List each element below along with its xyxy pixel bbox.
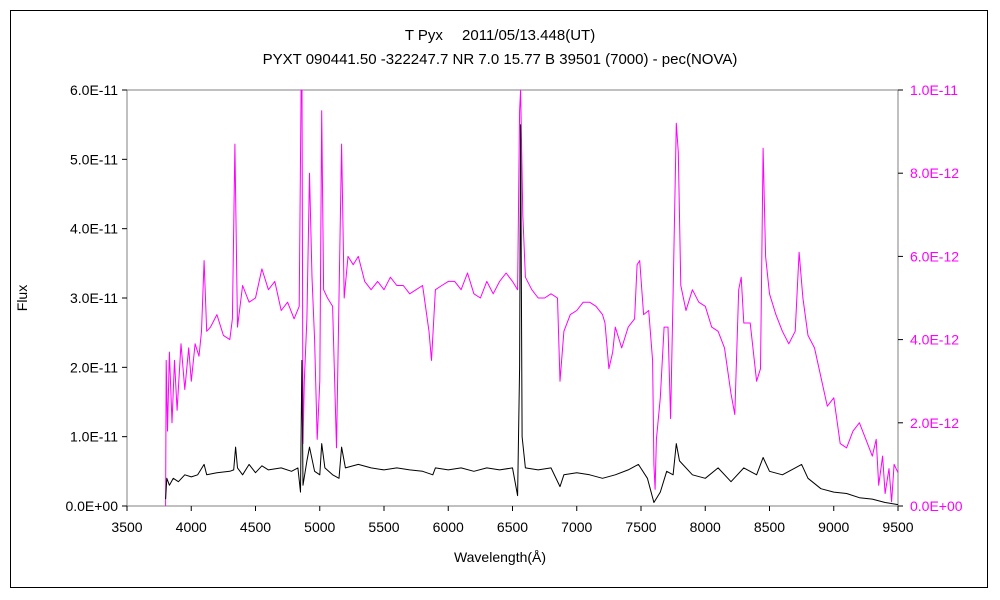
x-tick-label: 6000 bbox=[433, 519, 464, 535]
x-tick-label: 7500 bbox=[625, 519, 656, 535]
x-tick-label: 4000 bbox=[176, 519, 207, 535]
x-tick-label: 9000 bbox=[818, 519, 849, 535]
y-tick-label: 0.0E+00 bbox=[65, 498, 118, 514]
x-tick-label: 7000 bbox=[561, 519, 592, 535]
y2-tick-label: 0.0E+00 bbox=[910, 498, 963, 514]
x-tick-label: 9500 bbox=[882, 519, 913, 535]
y-tick-label: 1.0E-11 bbox=[70, 429, 118, 445]
x-tick-label: 5000 bbox=[304, 519, 335, 535]
y-tick-label: 6.0E-11 bbox=[70, 82, 118, 98]
y-tick-label: 3.0E-11 bbox=[70, 290, 118, 306]
y2-tick-label: 8.0E-12 bbox=[910, 165, 959, 181]
x-tick-label: 8000 bbox=[690, 519, 721, 535]
x-tick-label: 5500 bbox=[368, 519, 399, 535]
x-axis-label: Wavelength(Å) bbox=[453, 549, 547, 565]
y2-tick-label: 2.0E-12 bbox=[910, 415, 959, 431]
y2-tick-label: 1.0E-11 bbox=[910, 82, 958, 98]
y2-tick-label: 4.0E-12 bbox=[910, 332, 959, 348]
series-line-right-axis bbox=[165, 89, 899, 507]
y-tick-label: 5.0E-11 bbox=[70, 151, 118, 167]
y2-tick-label: 6.0E-12 bbox=[910, 248, 959, 264]
chart-title: T Pyx 2011/05/13.448(UT) bbox=[404, 27, 596, 44]
series-line-left-axis bbox=[165, 124, 899, 506]
x-tick-label: 8500 bbox=[754, 519, 785, 535]
x-tick-label: 3500 bbox=[111, 519, 142, 535]
x-tick-label: 6500 bbox=[497, 519, 528, 535]
y-tick-label: 2.0E-11 bbox=[70, 359, 118, 375]
chart-subtitle: PYXT 090441.50 -322247.7 NR 7.0 15.77 B … bbox=[262, 51, 738, 68]
plot-area bbox=[126, 89, 899, 507]
x-tick-label: 4500 bbox=[240, 519, 271, 535]
y-tick-label: 4.0E-11 bbox=[70, 221, 118, 237]
chart-frame bbox=[10, 10, 988, 588]
